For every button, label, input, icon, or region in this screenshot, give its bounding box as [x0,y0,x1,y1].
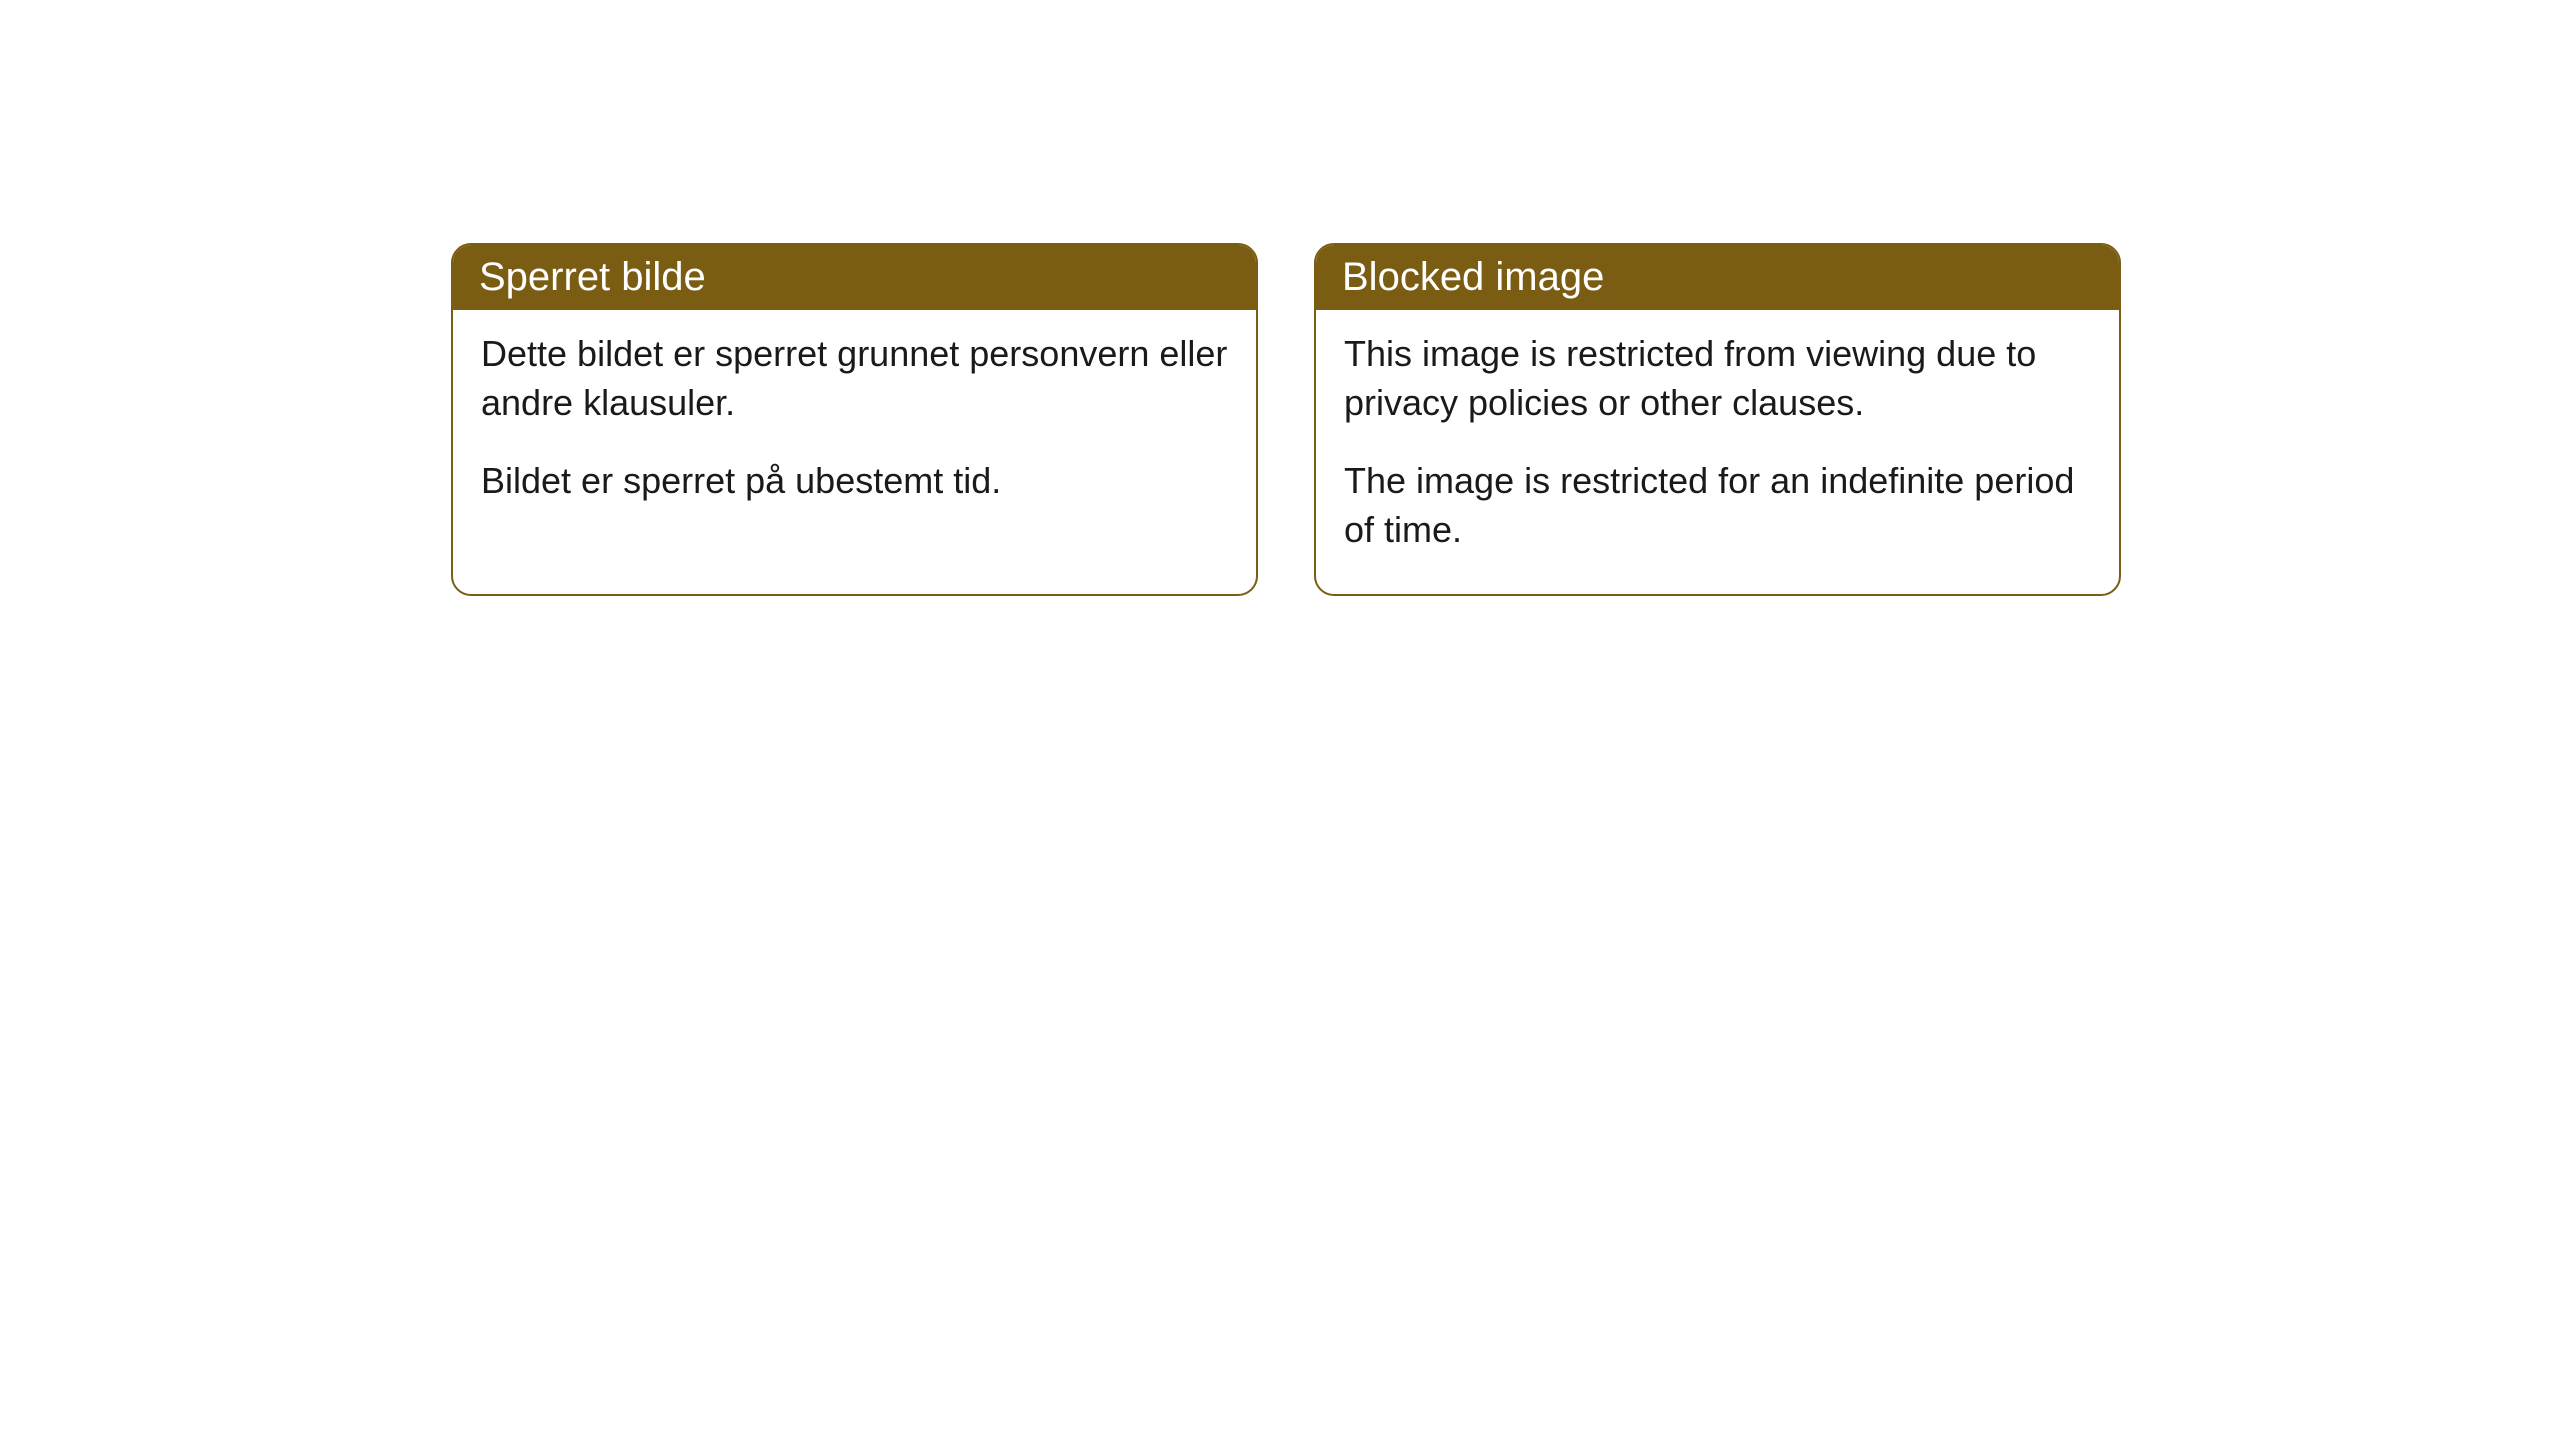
notice-card-norwegian: Sperret bilde Dette bildet er sperret gr… [451,243,1258,596]
notice-container: Sperret bilde Dette bildet er sperret gr… [0,0,2560,596]
notice-title: Blocked image [1342,255,1604,299]
notice-paragraph: Bildet er sperret på ubestemt tid. [481,457,1228,506]
notice-paragraph: This image is restricted from viewing du… [1344,330,2091,427]
notice-card-english: Blocked image This image is restricted f… [1314,243,2121,596]
notice-header: Sperret bilde [453,245,1256,310]
notice-paragraph: Dette bildet er sperret grunnet personve… [481,330,1228,427]
notice-header: Blocked image [1316,245,2119,310]
notice-title: Sperret bilde [479,255,706,299]
notice-paragraph: The image is restricted for an indefinit… [1344,457,2091,554]
notice-body: Dette bildet er sperret grunnet personve… [453,310,1256,546]
notice-body: This image is restricted from viewing du… [1316,310,2119,594]
